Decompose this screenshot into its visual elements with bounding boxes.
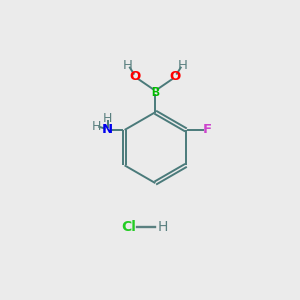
Text: H: H	[92, 120, 101, 134]
Text: H: H	[103, 112, 112, 125]
Text: Cl: Cl	[122, 220, 136, 234]
Text: O: O	[130, 70, 141, 83]
Text: H: H	[123, 59, 133, 72]
Text: F: F	[203, 123, 212, 136]
Text: H: H	[178, 59, 188, 72]
Text: H: H	[158, 220, 168, 234]
Text: B: B	[151, 86, 159, 99]
Text: O: O	[170, 70, 181, 83]
Text: N: N	[102, 123, 113, 136]
